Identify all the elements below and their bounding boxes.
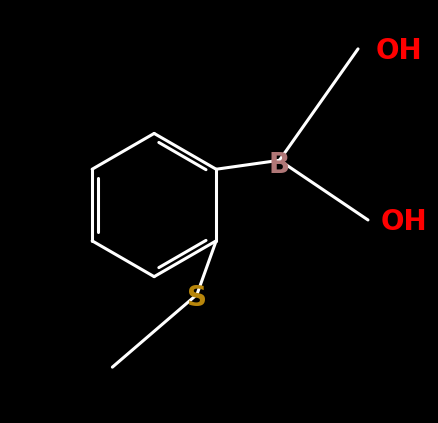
Text: OH: OH [375, 37, 422, 65]
Text: B: B [268, 151, 290, 179]
Text: OH: OH [380, 208, 427, 236]
Text: S: S [187, 283, 206, 311]
